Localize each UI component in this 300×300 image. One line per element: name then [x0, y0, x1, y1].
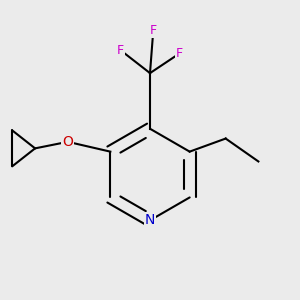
Text: F: F: [176, 47, 183, 60]
Text: F: F: [117, 44, 124, 57]
Text: F: F: [150, 24, 157, 37]
Text: O: O: [62, 135, 73, 149]
Text: N: N: [145, 213, 155, 227]
